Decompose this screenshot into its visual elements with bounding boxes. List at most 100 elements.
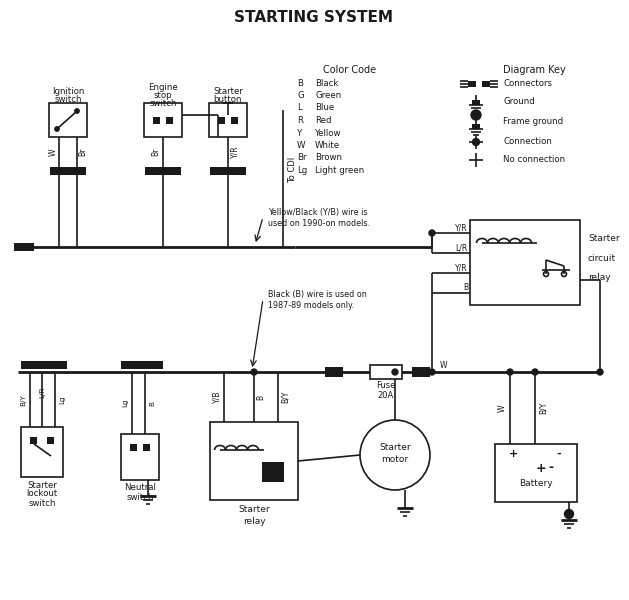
Text: Starter: Starter	[379, 443, 411, 452]
Text: Yellow/Black (Y/B) wire is: Yellow/Black (Y/B) wire is	[268, 208, 367, 217]
Text: Lg: Lg	[59, 395, 65, 404]
Text: B/Y: B/Y	[281, 391, 289, 403]
Text: No connection: No connection	[503, 155, 565, 164]
Text: Y: Y	[297, 128, 303, 137]
Text: 20A: 20A	[378, 391, 394, 401]
Circle shape	[251, 369, 257, 375]
Bar	[482, 81, 490, 87]
Text: Connectors: Connectors	[503, 79, 552, 88]
Text: Frame ground: Frame ground	[503, 118, 563, 127]
Text: +: +	[536, 461, 547, 475]
Bar	[210, 167, 246, 175]
Bar	[14, 243, 34, 251]
Bar	[472, 100, 480, 105]
Text: -: -	[557, 449, 561, 459]
Bar	[21, 427, 63, 477]
Bar	[370, 365, 402, 379]
Text: Y/R: Y/R	[455, 263, 468, 272]
Text: Diagram Key: Diagram Key	[503, 65, 565, 75]
Text: Ignition: Ignition	[52, 86, 84, 95]
Text: Starter: Starter	[588, 234, 620, 243]
Bar	[47, 437, 54, 444]
Text: Battery: Battery	[519, 479, 553, 487]
Text: Engine: Engine	[148, 82, 178, 91]
Circle shape	[532, 369, 538, 375]
Text: L/R: L/R	[456, 244, 468, 253]
Text: Ground: Ground	[503, 97, 535, 107]
Bar	[262, 462, 284, 482]
Bar	[468, 81, 476, 87]
Text: Light green: Light green	[315, 166, 364, 175]
Text: Yellow: Yellow	[315, 128, 342, 137]
Text: Black: Black	[315, 79, 338, 88]
Text: stop: stop	[153, 91, 172, 100]
Text: B: B	[257, 394, 265, 400]
Bar	[21, 361, 67, 369]
Text: Green: Green	[315, 91, 342, 100]
Circle shape	[471, 110, 481, 120]
Text: Connection: Connection	[503, 137, 552, 146]
Text: relay: relay	[588, 274, 611, 283]
Bar	[130, 444, 137, 451]
Circle shape	[472, 139, 479, 145]
Bar	[210, 422, 298, 500]
Text: W: W	[440, 361, 448, 370]
Text: Lg: Lg	[122, 398, 128, 407]
Bar	[49, 103, 87, 137]
Text: -: -	[548, 461, 553, 475]
Text: B/Y: B/Y	[20, 394, 26, 406]
Text: R: R	[297, 116, 303, 125]
Circle shape	[55, 127, 59, 131]
Circle shape	[429, 230, 435, 236]
Text: 1987-89 models only.: 1987-89 models only.	[268, 301, 354, 310]
Bar	[218, 117, 225, 124]
Text: STARTING SYSTEM: STARTING SYSTEM	[235, 10, 394, 25]
Text: Black (B) wire is used on: Black (B) wire is used on	[268, 290, 367, 299]
Text: White: White	[315, 141, 340, 150]
Bar	[121, 434, 159, 480]
Text: Y/R: Y/R	[230, 146, 240, 158]
Text: Starter: Starter	[238, 505, 270, 514]
Text: used on 1990-on models.: used on 1990-on models.	[268, 218, 370, 227]
Text: Starter: Starter	[27, 481, 57, 490]
Text: B: B	[297, 79, 303, 88]
Text: Br: Br	[297, 154, 306, 163]
Text: B/Y: B/Y	[538, 402, 547, 414]
Bar	[121, 361, 163, 369]
Text: Y/B: Y/B	[213, 391, 221, 403]
Bar	[231, 117, 238, 124]
Text: L/R: L/R	[39, 386, 45, 398]
Text: Fuse: Fuse	[376, 382, 396, 391]
Text: +: +	[508, 449, 518, 459]
Text: switch: switch	[149, 98, 177, 107]
Text: Lg: Lg	[297, 166, 307, 175]
Text: switch: switch	[126, 493, 153, 503]
Bar	[153, 117, 160, 124]
Bar	[50, 167, 86, 175]
Circle shape	[564, 509, 574, 518]
Bar	[166, 117, 173, 124]
Text: button: button	[214, 94, 242, 103]
Bar	[472, 124, 480, 129]
Text: B: B	[149, 401, 155, 406]
Text: Red: Red	[315, 116, 331, 125]
Text: motor: motor	[381, 455, 409, 464]
Text: circuit: circuit	[588, 254, 616, 263]
Text: switch: switch	[54, 94, 82, 103]
Bar	[30, 437, 37, 444]
Circle shape	[429, 369, 435, 375]
Bar	[412, 367, 430, 377]
Text: Brown: Brown	[315, 154, 342, 163]
Text: L: L	[297, 103, 302, 113]
Text: Color Code: Color Code	[323, 65, 376, 75]
Text: switch: switch	[28, 499, 56, 508]
Text: W: W	[498, 404, 506, 412]
Bar	[209, 103, 247, 137]
Bar	[470, 220, 580, 305]
Circle shape	[597, 369, 603, 375]
Text: Blue: Blue	[315, 103, 334, 113]
Text: Neutral: Neutral	[124, 484, 156, 493]
Circle shape	[507, 369, 513, 375]
Circle shape	[360, 420, 430, 490]
Text: W: W	[297, 141, 306, 150]
